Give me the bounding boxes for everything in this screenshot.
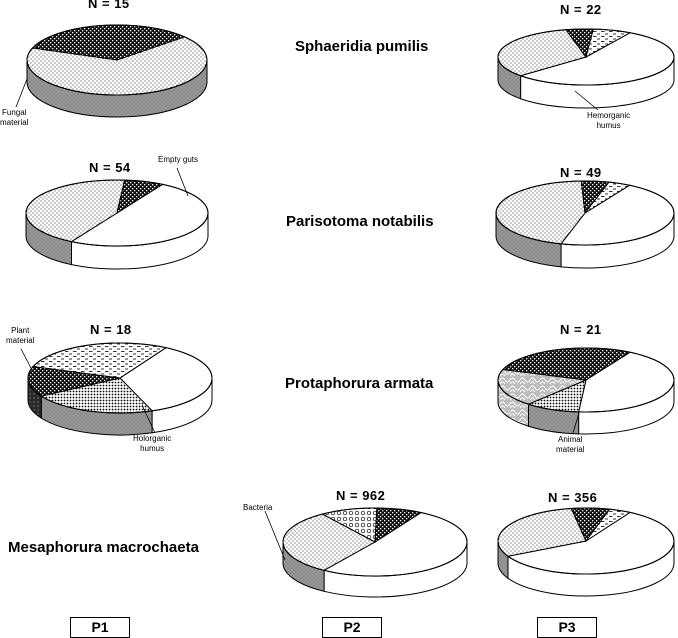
callout-hemorganic-humus: Hemorganic humus: [587, 111, 630, 131]
pie-top-outline: [497, 347, 675, 413]
n-label-parisotoma-p3: N = 49: [560, 165, 602, 180]
n-label-protaphorura-p1: N = 18: [90, 322, 132, 337]
pie-protaphorura-armata-p3: [497, 347, 675, 435]
species-title-mesaphorura: Mesaphorura macrochaeta: [8, 539, 199, 556]
n-label-sphaeridia-p1: N = 15: [88, 0, 130, 11]
pie-parisotoma-notabilis-p3: [495, 180, 675, 269]
n-label-mesaphorura-p3: N = 356: [548, 490, 598, 505]
leader-fungal: [15, 78, 28, 108]
callout-empty-guts: Empty guts: [158, 155, 198, 165]
pie-sphaeridia-pumilis-p3: [497, 28, 675, 109]
species-title-sphaeridia: Sphaeridia pumilis: [295, 38, 429, 55]
pie-top-outline: [27, 342, 213, 414]
callout-fungal-line-1: Fungal: [1, 108, 27, 117]
pie-mesaphorura-macrochaeta-p2: [282, 507, 468, 598]
callout-plant-material: Plant material: [6, 326, 34, 346]
callout-fungal-line-2: material: [0, 118, 29, 127]
callout-holorganic-line-2: humus: [140, 444, 165, 453]
pie-top-outline: [26, 24, 208, 96]
leader-holorganic: [141, 404, 156, 434]
callout-hemorganic-line-2: humus: [596, 121, 621, 130]
n-label-parisotoma-p1: N = 54: [89, 160, 131, 175]
callout-bacteria: Bacteria: [243, 503, 272, 513]
leader-bacteria: [264, 510, 286, 561]
callout-holorganic-humus: Holorganic humus: [133, 434, 171, 454]
pie-top-outline: [495, 180, 675, 246]
callout-holorganic-line-1: Holorganic: [133, 434, 172, 443]
callout-plant-line-1: Plant: [11, 326, 30, 335]
species-title-protaphorura: Protaphorura armata: [285, 375, 434, 392]
callout-animal-line-1: Animal: [558, 435, 583, 444]
leader-hemorganic: [574, 90, 599, 111]
pie-top-outline: [25, 179, 209, 247]
pie-top-outline: [497, 28, 675, 86]
callout-fungal-material: Fungal material: [0, 108, 28, 128]
leader-empty: [176, 167, 189, 197]
pie-top-outline: [282, 507, 468, 577]
callout-plant-line-2: material: [6, 336, 35, 345]
callout-leader-lines: [15, 78, 599, 561]
callout-animal-material: Animal material: [556, 435, 584, 455]
callout-hemorganic-line-1: Hemorganic: [587, 111, 631, 120]
species-title-parisotoma: Parisotoma notabilis: [286, 213, 434, 230]
leader-plant: [20, 348, 32, 369]
leader-animal: [572, 412, 580, 434]
n-label-protaphorura-p3: N = 21: [560, 322, 602, 337]
callout-empty-line-1: Empty guts: [158, 155, 199, 164]
pie-top-outline: [497, 507, 675, 575]
pie-sphaeridia-pumilis-p1: [26, 24, 208, 118]
pie-mesaphorura-macrochaeta-p3: [497, 507, 675, 597]
pie-protaphorura-armata-p1: [27, 342, 213, 436]
callout-bacteria-line-1: Bacteria: [243, 503, 273, 512]
n-label-mesaphorura-p2: N = 962: [336, 488, 386, 503]
pie-chart-layer: [25, 24, 675, 598]
n-label-sphaeridia-p3: N = 22: [560, 2, 602, 17]
pie-parisotoma-notabilis-p1: [25, 179, 209, 270]
callout-animal-line-2: material: [556, 445, 585, 454]
